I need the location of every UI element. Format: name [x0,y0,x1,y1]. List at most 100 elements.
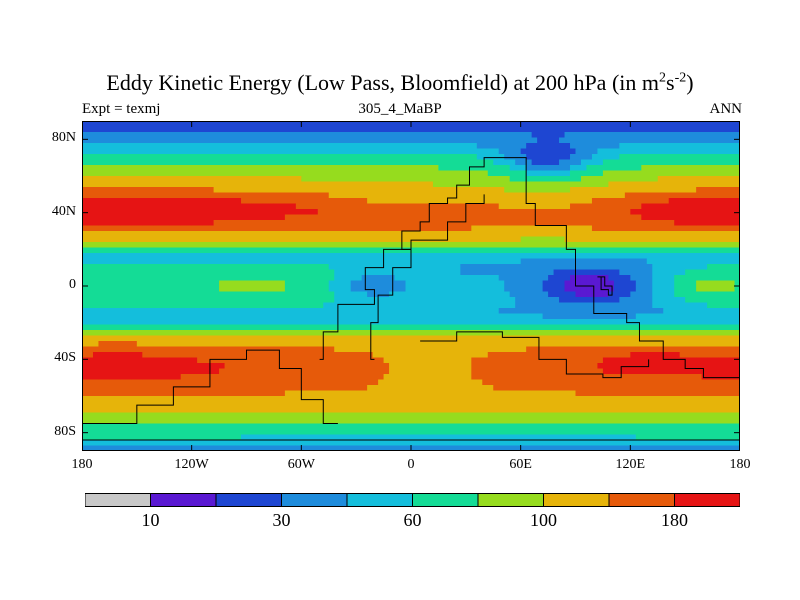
eke-cell [202,159,209,166]
eke-cell [219,187,226,194]
eke-cell [345,187,352,194]
eke-cell [356,132,363,139]
eke-cell [411,132,418,139]
eke-cell [520,225,527,232]
eke-cell [180,148,187,155]
eke-cell [509,126,516,133]
eke-cell [690,341,697,348]
eke-cell [575,286,582,293]
eke-cell [487,324,494,331]
eke-cell [290,231,297,238]
eke-cell [169,132,176,139]
eke-cell [537,220,544,227]
eke-cell [273,291,280,298]
eke-cell [125,313,132,320]
eke-cell [487,132,494,139]
eke-cell [224,148,231,155]
eke-cell [449,302,456,309]
eke-cell [427,121,434,128]
eke-cell [400,236,407,243]
eke-cell [241,132,248,139]
eke-cell [230,143,237,150]
eke-cell [707,165,714,172]
eke-cell [646,231,653,238]
eke-cell [734,159,740,166]
eke-cell [295,143,302,150]
eke-cell [262,269,270,276]
eke-cell [114,121,121,128]
eke-cell [268,192,275,199]
eke-cell [334,286,341,293]
eke-cell [570,170,577,177]
eke-cell [443,286,450,293]
eke-cell [164,148,171,155]
eke-cell [438,126,445,133]
eke-cell [224,209,231,216]
eke-cell [668,280,675,287]
eke-cell [602,203,609,210]
eke-cell [526,286,533,293]
eke-cell [241,209,248,216]
eke-cell [142,313,149,320]
eke-cell [361,330,368,337]
eke-cell [586,220,593,227]
eke-cell [548,121,555,128]
eke-cell [383,165,390,172]
eke-cell [641,319,648,326]
eke-cell [509,137,516,144]
eke-cell [427,209,434,216]
eke-cell [663,313,670,320]
eke-cell [202,143,209,150]
eke-cell [230,346,237,353]
eke-cell [696,253,703,260]
eke-cell [257,269,264,276]
eke-cell [109,181,116,188]
eke-cell [273,225,280,232]
eke-cell [608,209,615,216]
eke-cell [312,176,319,183]
eke-cell [438,253,445,260]
eke-cell [668,319,675,326]
eke-cell [251,346,259,353]
eke-cell [92,258,100,265]
eke-cell [416,143,423,150]
eke-cell [197,132,204,139]
eke-cell [235,132,242,139]
eke-cell [208,126,215,133]
eke-cell [438,313,445,320]
eke-cell [158,324,165,331]
eke-cell [268,297,275,304]
eke-cell [301,302,308,309]
eke-cell [586,313,593,320]
eke-cell [394,154,401,161]
eke-cell [509,225,516,232]
eke-cell [635,308,642,315]
eke-cell [350,159,357,166]
eke-cell [504,192,511,199]
eke-cell [98,165,105,172]
eke-cell [361,264,368,271]
eke-cell [718,137,725,144]
eke-cell [635,302,642,309]
eke-cell [213,203,220,210]
eke-cell [400,176,407,183]
eke-cell [87,198,94,205]
eke-cell [630,297,637,304]
eke-cell [679,253,686,260]
eke-cell [268,324,275,331]
eke-cell [98,148,105,155]
eke-cell [284,154,291,161]
eke-cell [317,330,324,337]
eke-cell [301,269,308,276]
eke-cell [548,286,555,293]
eke-cell [635,203,642,210]
eke-cell [537,297,544,304]
eke-cell [696,247,703,254]
eke-cell [416,324,423,331]
eke-cell [268,137,275,144]
eke-cell [312,319,319,326]
eke-cell [394,187,401,194]
eke-cell [663,159,670,166]
eke-cell [186,159,193,166]
eke-cell [378,198,385,205]
